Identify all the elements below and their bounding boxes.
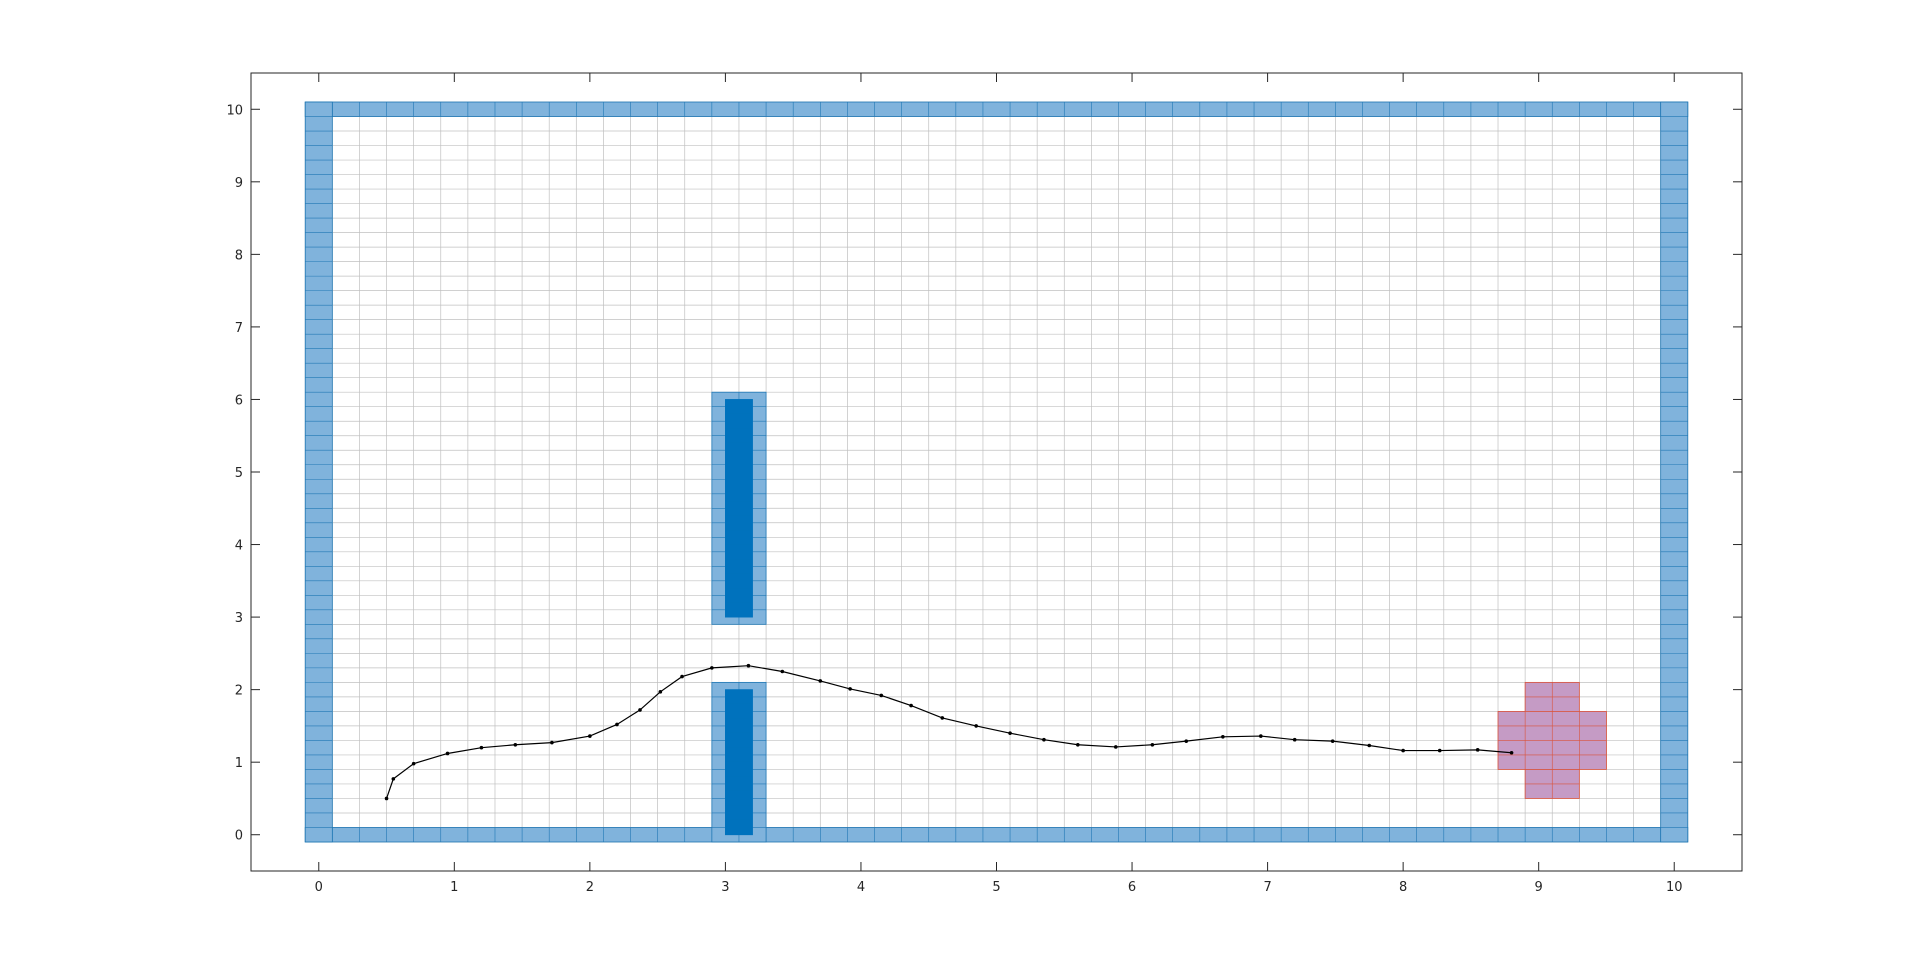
x-tick-label: 0 bbox=[315, 880, 323, 895]
path-point bbox=[1113, 745, 1118, 749]
path-point bbox=[391, 777, 396, 781]
path-point bbox=[780, 669, 785, 674]
path-point bbox=[1042, 737, 1046, 742]
path-point bbox=[1509, 750, 1514, 755]
y-tick-label: 10 bbox=[226, 103, 243, 118]
inflated-obstacle-left-wall bbox=[304, 101, 333, 843]
x-tick-label: 7 bbox=[1263, 880, 1271, 895]
path-point bbox=[818, 679, 823, 683]
path-point bbox=[940, 716, 945, 720]
path-point bbox=[746, 663, 751, 668]
x-tick-label: 1 bbox=[450, 880, 458, 895]
inflated-obstacle-bottom-wall bbox=[304, 827, 1689, 843]
x-tick-label: 5 bbox=[992, 880, 1000, 895]
path-point bbox=[588, 734, 592, 738]
path-line bbox=[385, 665, 1512, 799]
y-tick-label: 6 bbox=[235, 393, 243, 408]
path-point bbox=[1150, 742, 1155, 747]
x-tick-label: 4 bbox=[857, 880, 865, 895]
path-point bbox=[1292, 737, 1297, 742]
inflated-obstacle-right-wall bbox=[1660, 101, 1689, 843]
path-point bbox=[1076, 742, 1080, 747]
path-point bbox=[1259, 734, 1263, 738]
path-point bbox=[550, 740, 554, 745]
path-point bbox=[680, 674, 684, 679]
path-point bbox=[1401, 748, 1405, 753]
path-point bbox=[848, 687, 852, 691]
x-tick-label: 6 bbox=[1128, 880, 1136, 895]
y-tick-label: 3 bbox=[235, 611, 243, 626]
path-point bbox=[445, 751, 450, 756]
path-point bbox=[1184, 739, 1189, 743]
path-point bbox=[974, 724, 978, 728]
path-point bbox=[513, 742, 518, 747]
y-tick-label: 1 bbox=[235, 756, 243, 771]
inflated-obstacle-top-wall bbox=[304, 101, 1689, 117]
x-tick-label: 9 bbox=[1535, 880, 1543, 895]
path-point bbox=[479, 745, 484, 750]
y-tick-label: 2 bbox=[235, 684, 243, 699]
x-tick-label: 3 bbox=[721, 880, 729, 895]
path-point bbox=[638, 708, 642, 712]
path-point bbox=[1008, 731, 1012, 735]
x-tick-label: 2 bbox=[586, 880, 594, 895]
y-tick-label: 7 bbox=[235, 321, 243, 336]
y-tick-label: 8 bbox=[235, 248, 243, 263]
path-point bbox=[658, 690, 663, 694]
x-tick-label: 10 bbox=[1666, 880, 1683, 895]
x-tick-label: 8 bbox=[1399, 880, 1407, 895]
path-point bbox=[909, 703, 913, 708]
y-tick-label: 5 bbox=[235, 466, 243, 481]
path-point bbox=[384, 796, 389, 801]
plot-area: 0 1 2 3 4 5 6 7 8 9 10 0 1 2 3 4 5 6 7 8 9 10 bbox=[226, 72, 1743, 895]
path-point bbox=[1330, 739, 1335, 743]
path-point bbox=[879, 693, 884, 698]
path-point bbox=[1437, 748, 1442, 753]
y-tick-label: 9 bbox=[235, 176, 243, 191]
path-point bbox=[1475, 748, 1480, 752]
path-point bbox=[1221, 734, 1225, 739]
path-point bbox=[615, 722, 619, 727]
obstacle-upper-bar-core bbox=[725, 399, 753, 618]
path-point bbox=[710, 666, 714, 670]
path-point bbox=[411, 761, 416, 766]
path-point bbox=[1367, 743, 1372, 748]
y-tick-label: 4 bbox=[235, 539, 243, 554]
y-tick-label: 0 bbox=[235, 829, 243, 844]
